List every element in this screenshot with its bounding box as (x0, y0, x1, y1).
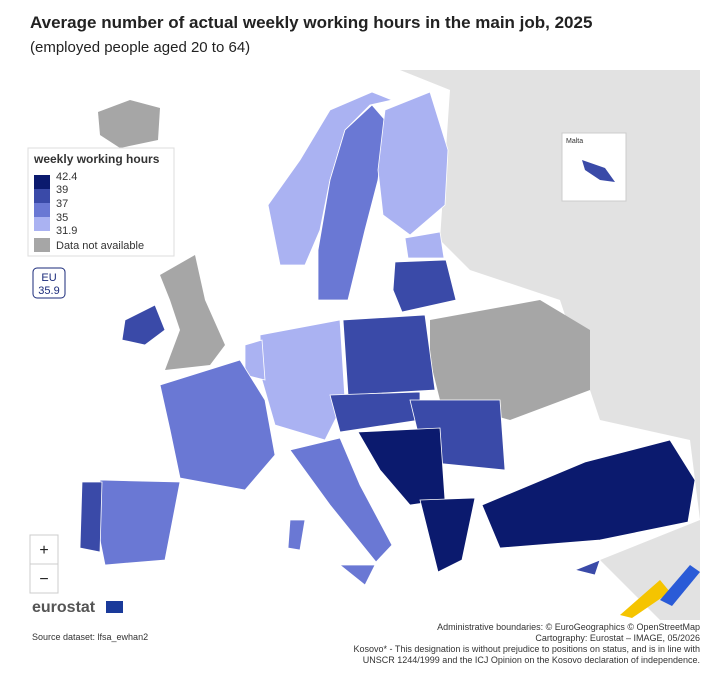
credit-line: Cartography: Eurostat – IMAGE, 05/2026 (535, 633, 700, 643)
source: Source dataset: lfsa_ewhan2 (32, 632, 148, 642)
eu-value[interactable]: 35.9 (38, 285, 59, 297)
swatch (34, 217, 50, 231)
estonia (404, 231, 445, 259)
benelux (244, 339, 266, 381)
swatch (34, 175, 50, 189)
spain (99, 479, 181, 566)
ireland (121, 304, 166, 346)
credits: Administrative boundaries: © EuroGeograp… (353, 622, 700, 665)
legend-break: 39 (56, 184, 68, 196)
greece (419, 497, 476, 573)
legend: weekly working hours 42.4 39 37 35 31.9 … (27, 147, 175, 257)
subtitle: (employed people aged 20 to 64) (30, 39, 250, 56)
non-eu-east (400, 70, 700, 620)
zoom-out[interactable]: − (39, 571, 48, 588)
cyprus (573, 559, 601, 576)
sweden (317, 104, 386, 301)
norway (267, 91, 394, 266)
legend-break: 42.4 (56, 171, 77, 183)
balkans (357, 427, 446, 506)
baltics (392, 259, 457, 313)
finland (377, 91, 449, 236)
inset-label: Malta (566, 138, 583, 145)
credit-line: Kosovo* - This designation is without pr… (353, 644, 700, 654)
france (159, 359, 276, 491)
malta (582, 160, 615, 182)
swatch (34, 203, 50, 217)
turkey (481, 439, 696, 549)
swatch (34, 189, 50, 203)
italy (287, 437, 393, 586)
legend-break: 37 (56, 198, 68, 210)
ukraine-belarus (430, 300, 590, 420)
eu-flag (106, 601, 123, 613)
credit-line: UNSCR 1244/1999 and the ICJ Opinion on t… (363, 655, 700, 665)
eu-label[interactable]: EU (41, 272, 56, 284)
logo: eurostat (32, 599, 96, 616)
legend-break: 35 (56, 212, 68, 224)
deco (620, 580, 670, 618)
germany (259, 319, 346, 441)
central (329, 391, 421, 433)
deco (660, 565, 700, 606)
legend-break: 31.9 (56, 225, 77, 237)
map (79, 70, 700, 620)
portugal (79, 481, 103, 553)
title: Average number of actual weekly working … (30, 13, 592, 32)
legend-title: weekly working hours (33, 152, 160, 166)
swatch (34, 238, 50, 252)
malta-inset: Malta (561, 132, 627, 202)
legend-na: Data not available (56, 240, 144, 252)
zoom-in[interactable]: + (39, 542, 48, 559)
eu-box[interactable]: EU 35.9 (32, 267, 66, 299)
poland (342, 314, 436, 396)
zoom[interactable]: + − (29, 534, 59, 594)
iceland (98, 100, 160, 148)
uk (160, 255, 225, 370)
legend-box (27, 147, 175, 257)
credit-line: Administrative boundaries: © EuroGeograp… (437, 622, 700, 632)
eu-frame[interactable] (32, 267, 66, 299)
